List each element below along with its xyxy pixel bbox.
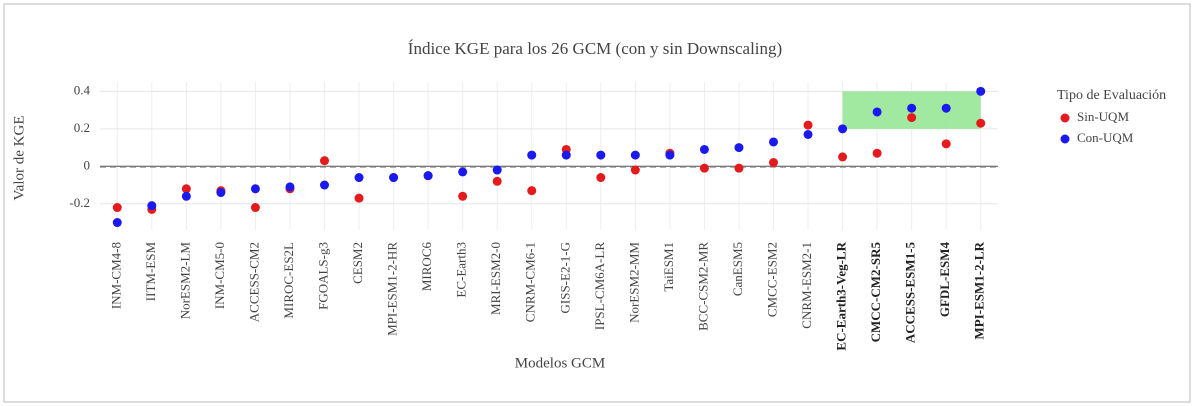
point [423, 171, 433, 181]
point [527, 186, 537, 196]
point [250, 184, 260, 194]
point [665, 150, 675, 160]
point [630, 150, 640, 160]
y-axis-label: Valor de KGE [11, 116, 27, 201]
point [699, 144, 709, 154]
point [320, 180, 329, 190]
x-tick-label: INM-CM5-0 [212, 242, 227, 309]
point [734, 163, 744, 173]
point [458, 191, 468, 201]
x-tick-label: MRI-ESM2-0 [488, 242, 503, 315]
point [941, 139, 951, 149]
y-tick-label: 0 [84, 157, 91, 172]
x-tick-label: GISS-E2-1-G [557, 242, 572, 314]
point [112, 218, 122, 228]
x-tick-label: NorESM2-MM [626, 242, 641, 323]
point [181, 191, 191, 201]
legend-swatch [1060, 134, 1070, 144]
x-tick-label: BCC-CSM2-MR [695, 242, 710, 331]
point [354, 173, 364, 183]
point [596, 173, 606, 183]
x-tick-label: FGOALS-g3 [315, 242, 330, 310]
x-tick-label: ACCESS-CM2 [246, 242, 261, 322]
x-tick-label: INM-CM4-8 [108, 242, 123, 309]
point [976, 86, 986, 96]
point [803, 120, 813, 130]
point [285, 182, 295, 192]
point [941, 103, 951, 113]
point [320, 156, 329, 166]
point [699, 163, 709, 173]
x-tick-label: IPSL-CM6A-LR [592, 242, 607, 330]
point [527, 150, 537, 160]
point [181, 184, 191, 194]
point [458, 167, 468, 177]
point [907, 113, 917, 123]
point [147, 201, 157, 211]
x-tick-label: MIROC6 [419, 242, 434, 292]
x-tick-label: NorESM2-LM [177, 242, 192, 320]
point [492, 176, 502, 186]
point [354, 193, 364, 203]
x-tick-label: MIROC-ES2L [281, 242, 296, 319]
point [872, 107, 882, 117]
point [838, 152, 848, 162]
x-tick-label: EC-Earth3 [454, 242, 469, 298]
x-tick-label: IITM-ESM [143, 242, 158, 302]
point [561, 150, 571, 160]
legend-swatch [1060, 113, 1070, 123]
point [492, 165, 502, 175]
x-tick-label: CanESM5 [730, 242, 745, 296]
x-tick-label: GFDL-ESM4 [937, 242, 952, 318]
legend-title: Tipo de Evaluación [1057, 88, 1166, 103]
frame [3, 3, 1191, 403]
x-tick-label: CESM2 [350, 242, 365, 284]
point [734, 143, 744, 153]
y-tick-label: -0.2 [69, 195, 90, 210]
x-tick-label: ACCESS-ESM1-5 [903, 242, 918, 344]
point [112, 203, 122, 213]
point [976, 118, 986, 128]
point [769, 158, 778, 168]
point [630, 165, 640, 175]
x-axis-label: Modelos GCM [515, 355, 605, 371]
x-tick-label: EC-Earth3-Veg-LR [834, 241, 849, 350]
point [216, 188, 226, 198]
x-tick-label: MPI-ESM1-2-HR [385, 242, 400, 336]
legend-label: Con-UQM [1077, 130, 1134, 145]
x-tick-label: CNRM-ESM2-1 [799, 242, 814, 329]
point [803, 129, 813, 139]
chart-title: Índice KGE para los 26 GCM (con y sin Do… [408, 39, 782, 58]
x-tick-label: CMCC-CM2-SR5 [868, 242, 883, 343]
point [838, 124, 848, 134]
x-tick-label: TaiESM1 [661, 242, 676, 292]
point [769, 137, 778, 147]
y-tick-label: 0.4 [74, 82, 91, 97]
point [596, 150, 606, 160]
point [907, 103, 917, 113]
x-tick-label: CNRM-CM6-1 [523, 242, 538, 322]
y-tick-label: 0.2 [74, 120, 90, 135]
legend-label: Sin-UQM [1077, 109, 1129, 124]
point [250, 203, 260, 213]
x-tick-label: MPI-ESM1-2-LR [972, 241, 987, 339]
x-tick-label: CMCC-ESM2 [764, 242, 779, 317]
point [872, 148, 882, 158]
point [389, 173, 399, 183]
